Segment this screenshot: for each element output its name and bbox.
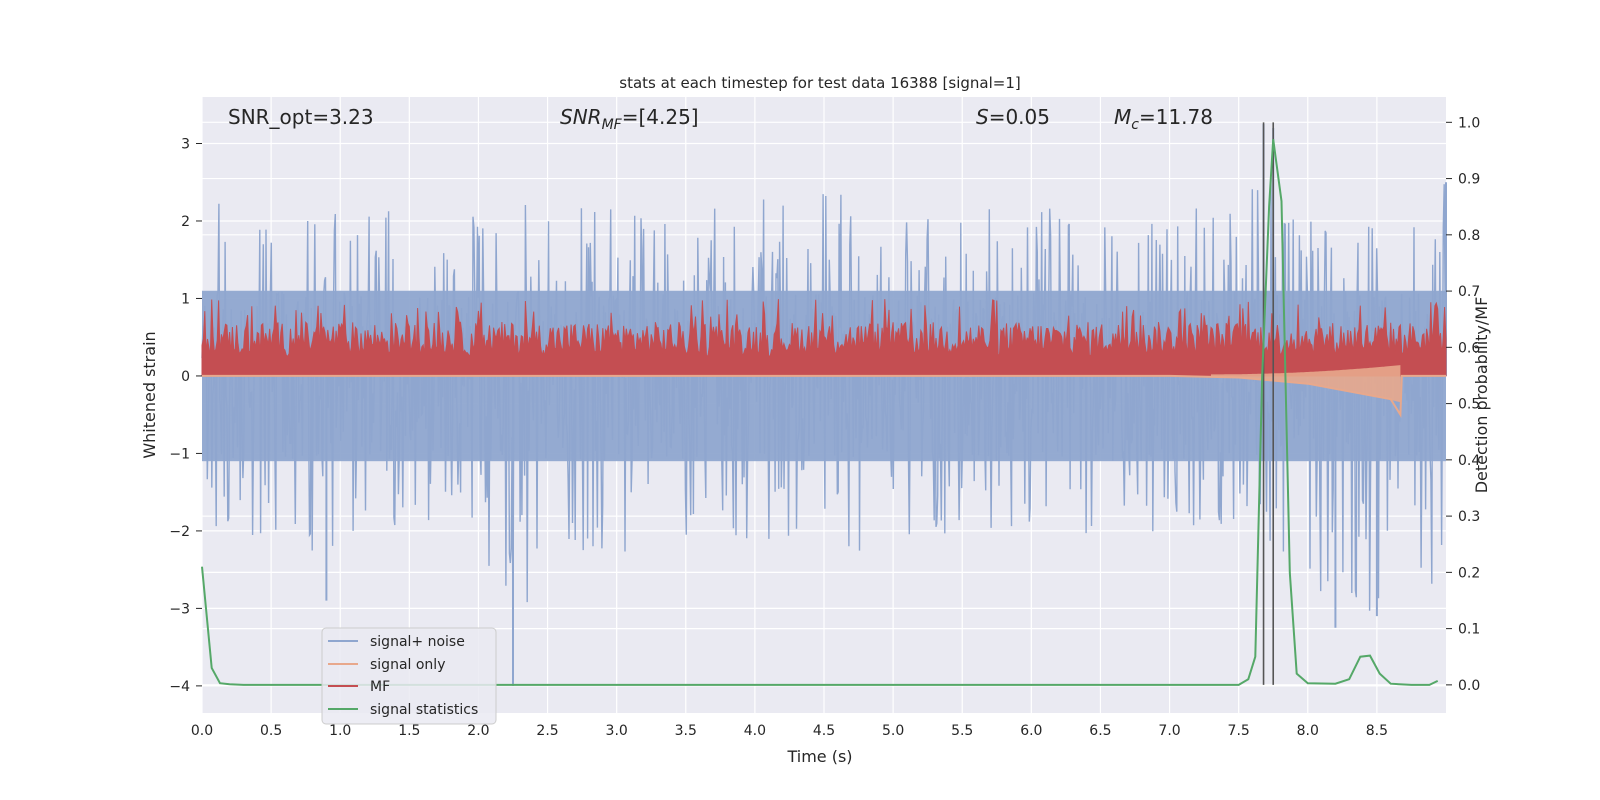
y-left-tick-label: 2 xyxy=(181,214,190,230)
y-left-tick-label: 3 xyxy=(181,136,190,152)
y-left-tick-label: −3 xyxy=(169,601,190,617)
x-tick-label: 1.0 xyxy=(329,723,351,739)
signal-statistics-line xyxy=(201,139,1439,686)
legend-label: MF xyxy=(370,679,390,695)
y-right-tick-label: 0.5 xyxy=(1458,397,1480,413)
y-right-axis-ticks: 0.0 0.1 0.2 0.3 0.4 0.5 0.6 0.7 0.8 0.9 1.0 xyxy=(1446,115,1480,694)
snr-mf-value: =[4.25] xyxy=(622,105,699,129)
snr-mf-subscript: MF xyxy=(602,117,623,133)
y-left-tick-label: −2 xyxy=(169,524,190,540)
signal-statistics-series xyxy=(201,139,1439,686)
y-right-tick-label: 0.8 xyxy=(1458,228,1480,244)
x-tick-label: 5.5 xyxy=(951,723,973,739)
x-tick-label: 1.5 xyxy=(398,723,420,739)
y-right-tick-label: 0.4 xyxy=(1458,453,1480,469)
y-right-tick-label: 0.3 xyxy=(1458,509,1480,525)
legend-box xyxy=(321,627,497,725)
x-tick-label: 7.0 xyxy=(1158,723,1180,739)
legend-label: signal+ noise xyxy=(370,634,465,650)
y-right-tick-label: 0.2 xyxy=(1458,565,1480,581)
legend-item-signal-noise: signal+ noise xyxy=(328,634,465,650)
signal-noise-line xyxy=(201,177,1447,652)
legend-label: signal statistics xyxy=(370,702,478,718)
y-right-tick-label: 0.6 xyxy=(1458,340,1480,356)
s-symbol: S xyxy=(976,105,989,129)
snr-mf-annotation: SNRMF=[4.25] xyxy=(560,105,699,133)
x-tick-label: 6.0 xyxy=(1020,723,1042,739)
s-annotation: S=0.05 xyxy=(976,105,1050,129)
x-tick-label: 5.0 xyxy=(882,723,904,739)
legend-item-mf: MF xyxy=(328,679,390,695)
mc-symbol: M xyxy=(1114,105,1131,129)
mc-subscript: c xyxy=(1131,117,1139,133)
s-value: =0.05 xyxy=(989,105,1050,129)
legend-item-signal-statistics: signal statistics xyxy=(328,702,478,718)
y-left-axis-label: Whitened strain xyxy=(140,331,159,458)
x-tick-label: 6.5 xyxy=(1089,723,1111,739)
x-axis-ticks: 0.0 0.5 1.0 1.5 2.0 2.5 3.0 3.5 4.0 4.5 5.0 5.5 6.0 6… xyxy=(191,723,1388,739)
legend-label: signal only xyxy=(370,657,445,673)
y-left-axis-ticks: −4 −3 −2 −1 0 1 2 3 xyxy=(169,136,202,695)
mf-series xyxy=(201,299,1447,377)
snr-mf-symbol: SNR xyxy=(560,105,602,129)
snr-opt-annotation: SNR_opt=3.23 xyxy=(228,105,374,129)
x-axis-label: Time (s) xyxy=(786,747,852,766)
x-tick-label: 2.0 xyxy=(467,723,489,739)
y-left-tick-label: 0 xyxy=(181,369,190,385)
y-left-tick-label: −4 xyxy=(169,679,190,695)
x-tick-label: 8.0 xyxy=(1297,723,1319,739)
legend-item-signal-only: signal only xyxy=(328,657,445,673)
y-left-tick-label: 1 xyxy=(181,291,190,307)
x-tick-label: 0.0 xyxy=(191,723,213,739)
y-right-tick-label: 1.0 xyxy=(1458,115,1480,131)
x-tick-label: 3.0 xyxy=(606,723,628,739)
mc-annotation: Mc=11.78 xyxy=(1114,105,1213,133)
y-left-tick-label: −1 xyxy=(169,446,190,462)
signal-only-series xyxy=(202,365,1446,418)
y-right-tick-label: 0.9 xyxy=(1458,172,1480,188)
chart-title: stats at each timestep for test data 163… xyxy=(619,74,1020,92)
mc-value: =11.78 xyxy=(1139,105,1213,129)
mf-fill xyxy=(201,299,1447,377)
signal-only-line xyxy=(202,374,1446,418)
y-right-tick-label: 0.7 xyxy=(1458,284,1480,300)
x-tick-label: 4.0 xyxy=(744,723,766,739)
x-tick-label: 4.5 xyxy=(813,723,835,739)
legend: signal+ noise signal only MF signal stat… xyxy=(321,627,497,725)
x-tick-label: 7.5 xyxy=(1228,723,1250,739)
signal-only-chirp xyxy=(1211,365,1401,403)
x-tick-label: 3.5 xyxy=(675,723,697,739)
x-tick-label: 2.5 xyxy=(536,723,558,739)
y-right-tick-label: 0.0 xyxy=(1458,678,1480,694)
y-right-axis-label: Detection probability/MF xyxy=(1472,297,1491,494)
x-tick-label: 8.5 xyxy=(1366,723,1388,739)
x-tick-label: 0.5 xyxy=(260,723,282,739)
y-right-tick-label: 0.1 xyxy=(1458,622,1480,638)
event-markers xyxy=(1262,122,1275,685)
